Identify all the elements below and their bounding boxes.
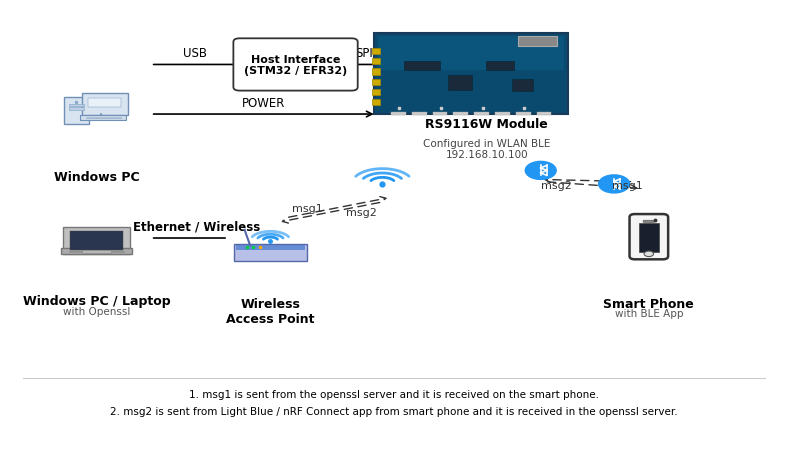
- FancyBboxPatch shape: [643, 221, 655, 223]
- FancyBboxPatch shape: [236, 245, 305, 251]
- FancyBboxPatch shape: [485, 62, 514, 71]
- FancyBboxPatch shape: [495, 112, 510, 116]
- Text: msg2: msg2: [346, 207, 377, 218]
- FancyBboxPatch shape: [64, 227, 130, 254]
- Text: Smart Phone: Smart Phone: [604, 297, 694, 310]
- Circle shape: [644, 252, 653, 257]
- Text: USB: USB: [183, 47, 207, 60]
- FancyBboxPatch shape: [537, 112, 552, 116]
- FancyBboxPatch shape: [372, 79, 380, 86]
- FancyBboxPatch shape: [433, 112, 448, 116]
- Text: SPI: SPI: [355, 47, 373, 60]
- FancyBboxPatch shape: [474, 112, 489, 116]
- Text: 2. msg2 is sent from Light Blue / nRF Connect app from smart phone and it is rec: 2. msg2 is sent from Light Blue / nRF Co…: [110, 406, 678, 416]
- FancyBboxPatch shape: [372, 69, 380, 76]
- FancyBboxPatch shape: [234, 244, 307, 262]
- FancyBboxPatch shape: [404, 62, 440, 71]
- FancyBboxPatch shape: [391, 112, 406, 116]
- Text: msg1: msg1: [292, 203, 322, 213]
- FancyBboxPatch shape: [630, 215, 668, 260]
- FancyBboxPatch shape: [518, 37, 557, 47]
- Text: 1. msg1 is sent from the openssl server and it is received on the smart phone.: 1. msg1 is sent from the openssl server …: [189, 389, 599, 399]
- FancyBboxPatch shape: [639, 224, 659, 252]
- Text: Configured in WLAN BLE
192.168.10.100: Configured in WLAN BLE 192.168.10.100: [423, 139, 550, 160]
- FancyBboxPatch shape: [233, 39, 358, 91]
- Circle shape: [526, 162, 556, 180]
- FancyBboxPatch shape: [61, 249, 132, 254]
- FancyBboxPatch shape: [64, 98, 89, 124]
- FancyBboxPatch shape: [378, 37, 564, 71]
- FancyBboxPatch shape: [372, 59, 380, 65]
- Text: Windows PC: Windows PC: [54, 171, 139, 184]
- Text: msg2: msg2: [541, 181, 571, 190]
- FancyBboxPatch shape: [372, 49, 380, 55]
- Text: POWER: POWER: [242, 96, 285, 109]
- FancyBboxPatch shape: [80, 116, 126, 121]
- FancyBboxPatch shape: [374, 34, 568, 115]
- Text: Wireless
Access Point: Wireless Access Point: [226, 297, 314, 325]
- FancyBboxPatch shape: [88, 99, 121, 108]
- FancyBboxPatch shape: [82, 250, 111, 253]
- FancyBboxPatch shape: [69, 105, 84, 107]
- FancyBboxPatch shape: [412, 112, 426, 116]
- Text: with BLE App: with BLE App: [615, 308, 683, 318]
- FancyBboxPatch shape: [70, 231, 123, 251]
- Text: Windows PC / Laptop: Windows PC / Laptop: [23, 295, 170, 308]
- FancyBboxPatch shape: [372, 100, 380, 106]
- FancyBboxPatch shape: [516, 112, 530, 116]
- Text: Ethernet / Wireless: Ethernet / Wireless: [133, 220, 261, 233]
- FancyBboxPatch shape: [372, 90, 380, 96]
- FancyBboxPatch shape: [82, 94, 128, 116]
- FancyBboxPatch shape: [512, 79, 533, 92]
- FancyBboxPatch shape: [453, 112, 468, 116]
- Text: Host Interface
(STM32 / EFR32): Host Interface (STM32 / EFR32): [244, 55, 348, 76]
- FancyBboxPatch shape: [69, 108, 84, 111]
- Text: with Openssl: with Openssl: [63, 306, 130, 316]
- FancyBboxPatch shape: [448, 75, 472, 90]
- Circle shape: [599, 175, 630, 194]
- Text: RS9116W Module: RS9116W Module: [426, 118, 548, 131]
- Text: msg1: msg1: [612, 181, 643, 190]
